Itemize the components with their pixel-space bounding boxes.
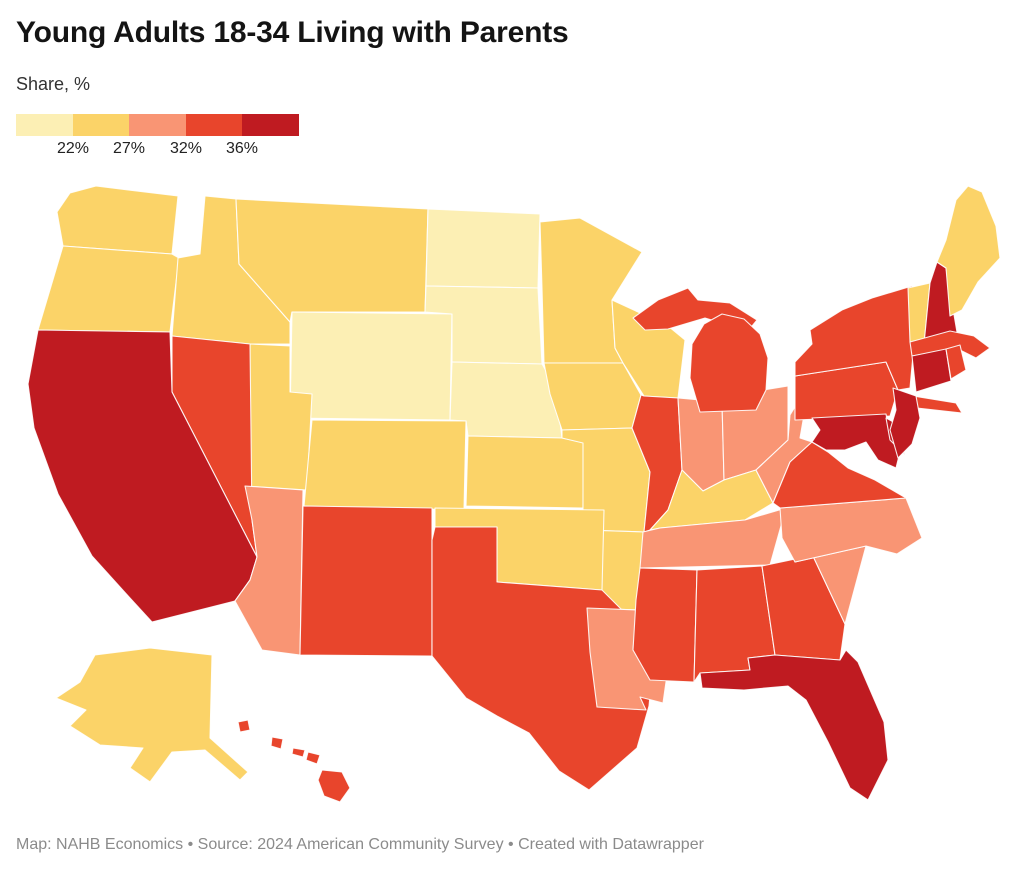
state-new-mexico[interactable] bbox=[299, 505, 433, 657]
legend-swatch-5 bbox=[242, 114, 299, 136]
state-north-carolina[interactable] bbox=[779, 497, 923, 563]
state-florida[interactable] bbox=[699, 649, 889, 801]
state-wyoming[interactable] bbox=[289, 311, 453, 421]
legend-swatch-2 bbox=[72, 114, 130, 136]
state-california[interactable] bbox=[27, 329, 258, 623]
color-legend: 22% 27% 32% 36% bbox=[16, 114, 316, 162]
legend-break-label: 32% bbox=[169, 140, 203, 157]
us-choropleth-map bbox=[27, 185, 1001, 803]
state-new-york[interactable] bbox=[794, 285, 919, 391]
state-new-jersey[interactable] bbox=[889, 387, 921, 459]
state-mississippi[interactable] bbox=[632, 567, 698, 683]
chart-subtitle: Share, % bbox=[16, 74, 91, 94]
legend-break-label: 36% bbox=[225, 140, 259, 157]
state-kansas[interactable] bbox=[465, 435, 586, 509]
state-connecticut[interactable] bbox=[911, 348, 952, 393]
legend-swatch-4 bbox=[185, 114, 243, 136]
state-new-york-long-island[interactable] bbox=[912, 395, 963, 414]
state-hawaii-kauai[interactable] bbox=[237, 719, 251, 733]
legend-break-label: 22% bbox=[56, 140, 90, 157]
state-hawaii-molokai[interactable] bbox=[291, 747, 306, 758]
state-hawaii-oahu[interactable] bbox=[270, 736, 284, 750]
legend-break-label: 27% bbox=[112, 140, 146, 157]
state-michigan-lower[interactable] bbox=[689, 313, 769, 413]
legend-swatch-1 bbox=[16, 114, 73, 136]
state-texas[interactable] bbox=[431, 526, 656, 791]
state-north-dakota[interactable] bbox=[425, 208, 541, 289]
attribution-footer: Map: NAHB Economics • Source: 2024 Ameri… bbox=[16, 836, 704, 853]
state-virginia[interactable] bbox=[772, 441, 907, 509]
state-colorado[interactable] bbox=[303, 419, 467, 511]
state-oregon[interactable] bbox=[37, 245, 180, 333]
state-washington[interactable] bbox=[56, 185, 179, 255]
state-alaska[interactable] bbox=[55, 647, 249, 783]
state-maine[interactable] bbox=[936, 185, 1001, 317]
legend-color-bar bbox=[16, 114, 299, 136]
legend-tick-labels: 22% 27% 32% 36% bbox=[16, 136, 299, 158]
state-nebraska[interactable] bbox=[449, 361, 563, 439]
chart-title: Young Adults 18-34 Living with Parents bbox=[16, 16, 569, 49]
state-iowa[interactable] bbox=[543, 362, 642, 431]
legend-swatch-3 bbox=[129, 114, 186, 136]
state-hawaii-maui[interactable] bbox=[305, 751, 321, 765]
state-hawaii-big-island[interactable] bbox=[317, 769, 351, 803]
state-rhode-island[interactable] bbox=[945, 344, 967, 380]
